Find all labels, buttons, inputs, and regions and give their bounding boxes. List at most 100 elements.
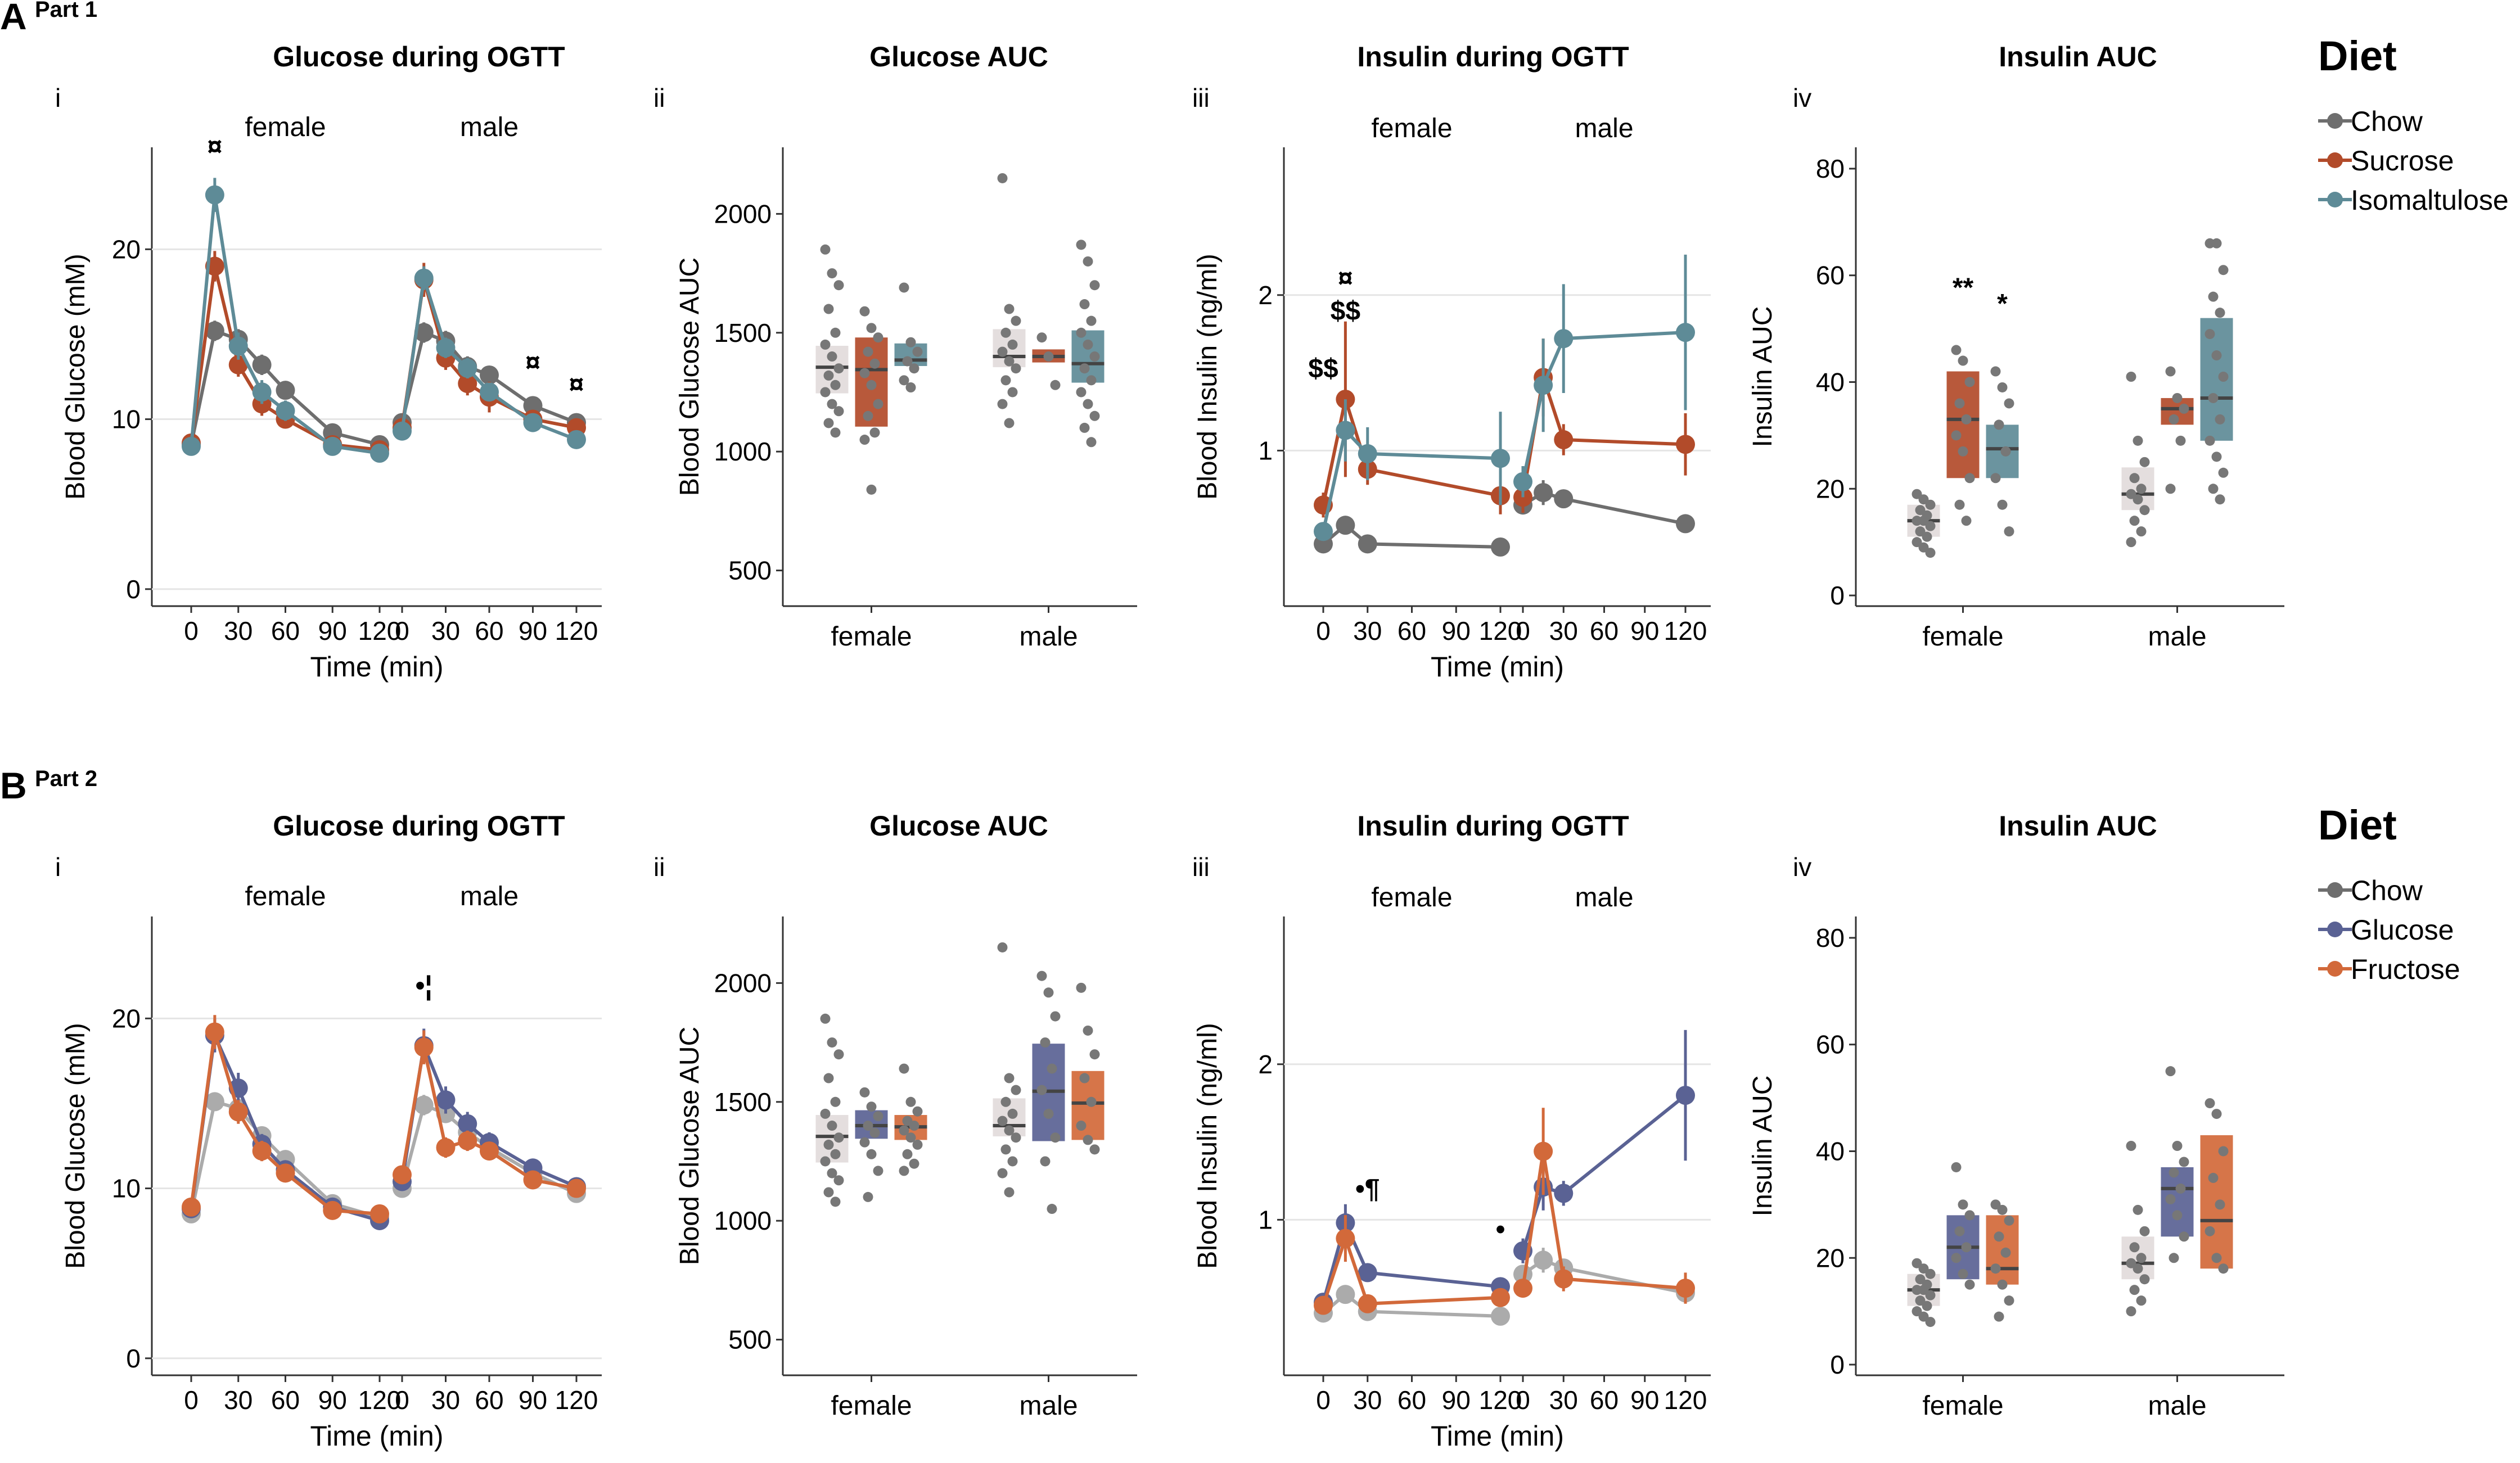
series-line-sucrose-female [1322, 392, 1501, 505]
data-point [1922, 1301, 1932, 1311]
x-tick-label: 60 [271, 616, 300, 645]
x-tick-label: 90 [1630, 1385, 1659, 1415]
data-point [2139, 1226, 2150, 1236]
data-point [2129, 516, 2140, 526]
legend-marker-fructose [2327, 961, 2343, 977]
data-point [1076, 1121, 1087, 1131]
category-label-male: male [1019, 622, 1078, 652]
legend-label-glucose: Glucose [2351, 914, 2454, 946]
data-point [1076, 240, 1087, 250]
data-point [1000, 375, 1011, 386]
data-point [2172, 1210, 2183, 1221]
data-point [1951, 1162, 1962, 1172]
x-tick-label: 120 [1479, 616, 1522, 645]
data-point [1994, 1311, 2004, 1322]
significance-annotation: • [1496, 1215, 1505, 1245]
y-tick-label: 2 [1258, 281, 1273, 310]
data-point [866, 1101, 877, 1112]
data-point [2133, 1263, 2143, 1274]
data-point [1954, 1226, 1965, 1236]
part-label-A: A [0, 0, 27, 37]
data-point [2136, 526, 2147, 537]
x-tick-label: 60 [475, 616, 503, 645]
panel-numeral-A-ii: ii [653, 83, 665, 112]
legend-marker-isomaltulose [2327, 192, 2343, 207]
x-tick-label: 0 [1516, 616, 1530, 645]
data-point [997, 399, 1008, 409]
data-point [859, 306, 870, 317]
part-label-B: B [0, 765, 27, 806]
data-point [997, 346, 1008, 357]
data-point [1004, 356, 1015, 367]
data-point [2205, 329, 2215, 340]
data-point [1007, 1156, 1018, 1167]
legend-title: Diet [2318, 802, 2397, 848]
data-point [1076, 387, 1087, 398]
data-point [2175, 1183, 2186, 1194]
data-point [2136, 484, 2147, 494]
data-point-glucose [458, 1114, 477, 1134]
series-line-isomaltulose-male [400, 277, 578, 441]
y-tick-label: 20 [112, 1004, 141, 1033]
data-point-isomaltulose [1534, 376, 1553, 395]
data-point-chow [252, 355, 272, 374]
data-point [2169, 414, 2179, 425]
data-point [1961, 414, 1972, 425]
data-point-fructose [1676, 1279, 1695, 1298]
x-tick-label: 30 [224, 1385, 253, 1415]
data-point [1089, 1049, 1100, 1060]
data-point [1089, 351, 1100, 362]
data-point [2215, 414, 2225, 425]
data-point [899, 375, 909, 386]
data-point [902, 356, 913, 367]
data-point [1086, 1096, 1097, 1107]
data-point [1912, 489, 1922, 499]
y-tick-label: 80 [1816, 154, 1845, 183]
data-point [2126, 1258, 2136, 1268]
data-point [1912, 537, 1922, 548]
data-point [2004, 526, 2014, 537]
data-point-chow [1491, 537, 1510, 557]
data-point [2172, 1141, 2183, 1151]
data-point [899, 1125, 909, 1136]
data-point [1918, 1311, 1929, 1322]
series-line-chow-female [1322, 1292, 1501, 1318]
y-tick-label: 2000 [714, 968, 772, 997]
data-point [2211, 238, 2222, 249]
data-point-chow [414, 1095, 434, 1115]
data-point [1000, 327, 1011, 338]
data-point-isomaltulose [1336, 421, 1355, 440]
data-point [1011, 315, 1021, 326]
data-point-fructose [458, 1131, 477, 1150]
legend-label-fructose: Fructose [2351, 954, 2460, 985]
x-tick-label: 0 [1516, 1385, 1530, 1415]
data-point [1040, 1156, 1051, 1167]
data-point-fructose [480, 1141, 499, 1161]
data-point [997, 1116, 1008, 1126]
data-point [1997, 499, 2008, 510]
data-point [1990, 1199, 2001, 1210]
x-tick-label: 60 [1590, 1385, 1619, 1415]
data-point-fructose [1491, 1288, 1510, 1307]
y-tick-label: 1 [1258, 1205, 1273, 1234]
data-point [1004, 304, 1015, 314]
data-point [827, 1037, 837, 1048]
data-point-isomaltulose [414, 268, 434, 288]
data-point [1951, 345, 1962, 355]
data-point [2165, 1066, 2176, 1077]
data-point-fructose [323, 1200, 342, 1220]
data-point [2205, 435, 2215, 446]
data-point [866, 380, 877, 390]
significance-annotation: ¤ [208, 132, 223, 162]
panel-B-iv: 0 20 40 60 80 female male Insulin AUC [1748, 916, 2284, 1421]
significance-annotation: ¤ [525, 348, 540, 378]
data-point [2218, 1263, 2229, 1274]
significance-annotation: $$ [1331, 296, 1361, 326]
x-tick-label: 0 [1316, 1385, 1331, 1415]
data-point-isomaltulose [252, 382, 272, 402]
x-tick-label: 60 [1398, 616, 1426, 645]
y-tick-label: 0 [1830, 581, 1845, 610]
data-point [1925, 1317, 1936, 1327]
data-point [1954, 398, 1965, 409]
panel-B-i: 0 10 20 female 0 30 60 90 120 male 0 30 60 90 120 Time … [61, 882, 602, 1452]
